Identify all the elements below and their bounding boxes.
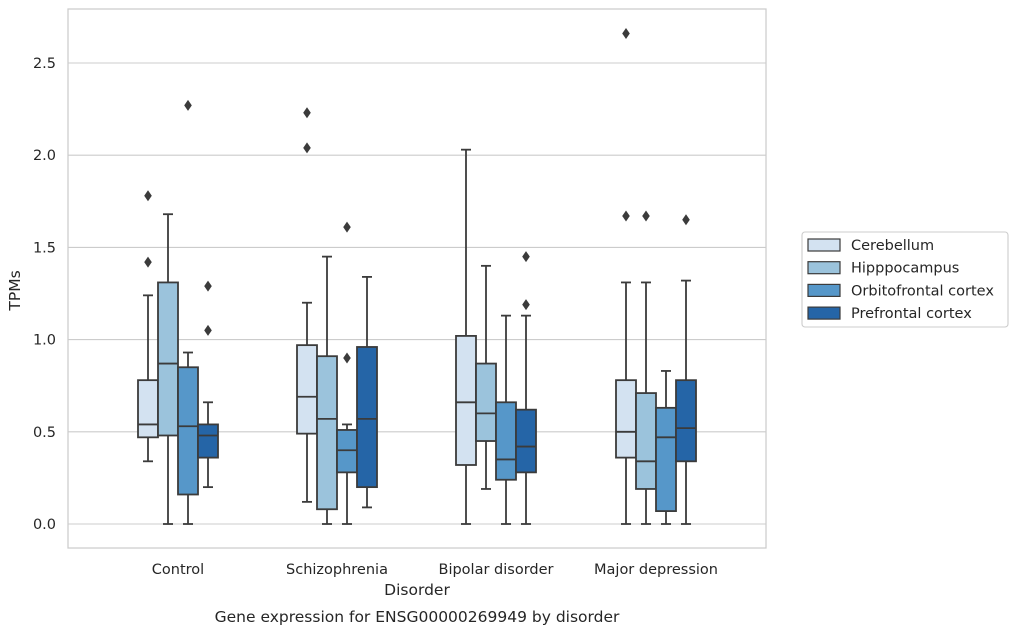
outlier-point: [204, 324, 212, 336]
legend-swatch: [807, 238, 841, 252]
legend-swatch: [807, 261, 841, 275]
legend-label: Orbitofrontal cortex: [851, 283, 994, 299]
box: [177, 99, 199, 525]
box-iqr: [475, 362, 497, 442]
outlier-point: [622, 27, 630, 39]
box: [197, 280, 219, 489]
outlier-point: [522, 299, 530, 311]
y-tick-label: 1.0: [33, 333, 56, 349]
y-tick-label: 1.5: [33, 240, 56, 256]
x-axis-label: Disorder: [384, 581, 450, 599]
box-iqr: [157, 281, 179, 437]
outlier-point: [144, 190, 152, 202]
y-axis-ticks: 0.0 0.5 1.0 1.5 2.0 2.5: [33, 56, 56, 533]
series-hipppocampus: [157, 210, 657, 525]
y-tick-label: 2.5: [33, 56, 56, 72]
outlier-point: [622, 210, 630, 222]
y-tick-label: 0.5: [33, 425, 56, 441]
legend-frame: [801, 231, 1009, 328]
box: [316, 255, 338, 525]
box: [137, 190, 159, 463]
box: [495, 314, 517, 525]
x-tick-label: Schizophrenia: [286, 562, 388, 578]
box-iqr: [515, 408, 537, 474]
box: [655, 370, 677, 525]
outlier-point: [303, 142, 311, 154]
box: [296, 107, 318, 503]
series-cerebellum: [137, 27, 637, 525]
box: [356, 276, 378, 509]
outlier-point: [184, 99, 192, 111]
series-orbitofrontal-cortex: [177, 99, 677, 525]
x-tick-label: Control: [152, 562, 204, 578]
box-iqr: [197, 423, 219, 459]
legend-label: Prefrontal cortex: [851, 306, 972, 322]
box-iqr: [177, 366, 199, 496]
y-axis-label: TPMs: [6, 270, 24, 311]
legend-label: Hipppocampus: [851, 261, 959, 277]
box-iqr: [356, 346, 378, 489]
box: [515, 251, 537, 525]
box: [336, 221, 358, 525]
outlier-point: [682, 214, 690, 226]
box-iqr: [495, 401, 517, 481]
box-iqr: [675, 379, 697, 463]
plot-frame: [67, 8, 767, 549]
box: [635, 210, 657, 525]
plot-area: [137, 27, 697, 525]
box-iqr: [455, 335, 477, 466]
box: [675, 214, 697, 525]
box-iqr: [655, 406, 677, 512]
x-tick-label: Major depression: [594, 562, 718, 578]
x-tick-label: Bipolar disorder: [439, 562, 554, 578]
box-iqr: [296, 344, 318, 435]
box: [475, 264, 497, 490]
box: [157, 213, 179, 525]
chart-caption: Gene expression for ENSG00000269949 by d…: [215, 608, 620, 626]
outlier-point: [144, 256, 152, 268]
y-tick-label: 2.0: [33, 148, 56, 164]
outlier-point: [303, 107, 311, 119]
box-iqr: [137, 379, 159, 439]
legend: Cerebellum Hipppocampus Orbitofrontal cort…: [801, 231, 1009, 328]
outlier-point: [204, 280, 212, 292]
legend-swatch: [807, 306, 841, 320]
outlier-point: [343, 221, 351, 233]
legend-swatch: [807, 283, 841, 297]
box-iqr: [615, 379, 637, 459]
y-tick-label: 0.0: [33, 517, 56, 533]
outlier-point: [343, 352, 351, 364]
box-iqr: [336, 429, 358, 474]
box: [455, 148, 477, 525]
box-iqr: [635, 392, 657, 490]
box: [615, 27, 637, 525]
outlier-point: [642, 210, 650, 222]
box-iqr: [316, 355, 338, 511]
x-axis-ticks: Control Schizophrenia Bipolar disorder Majo…: [152, 562, 718, 578]
series-prefrontal-cortex: [197, 214, 697, 525]
legend-label: Cerebellum: [851, 238, 934, 254]
outlier-point: [522, 251, 530, 263]
